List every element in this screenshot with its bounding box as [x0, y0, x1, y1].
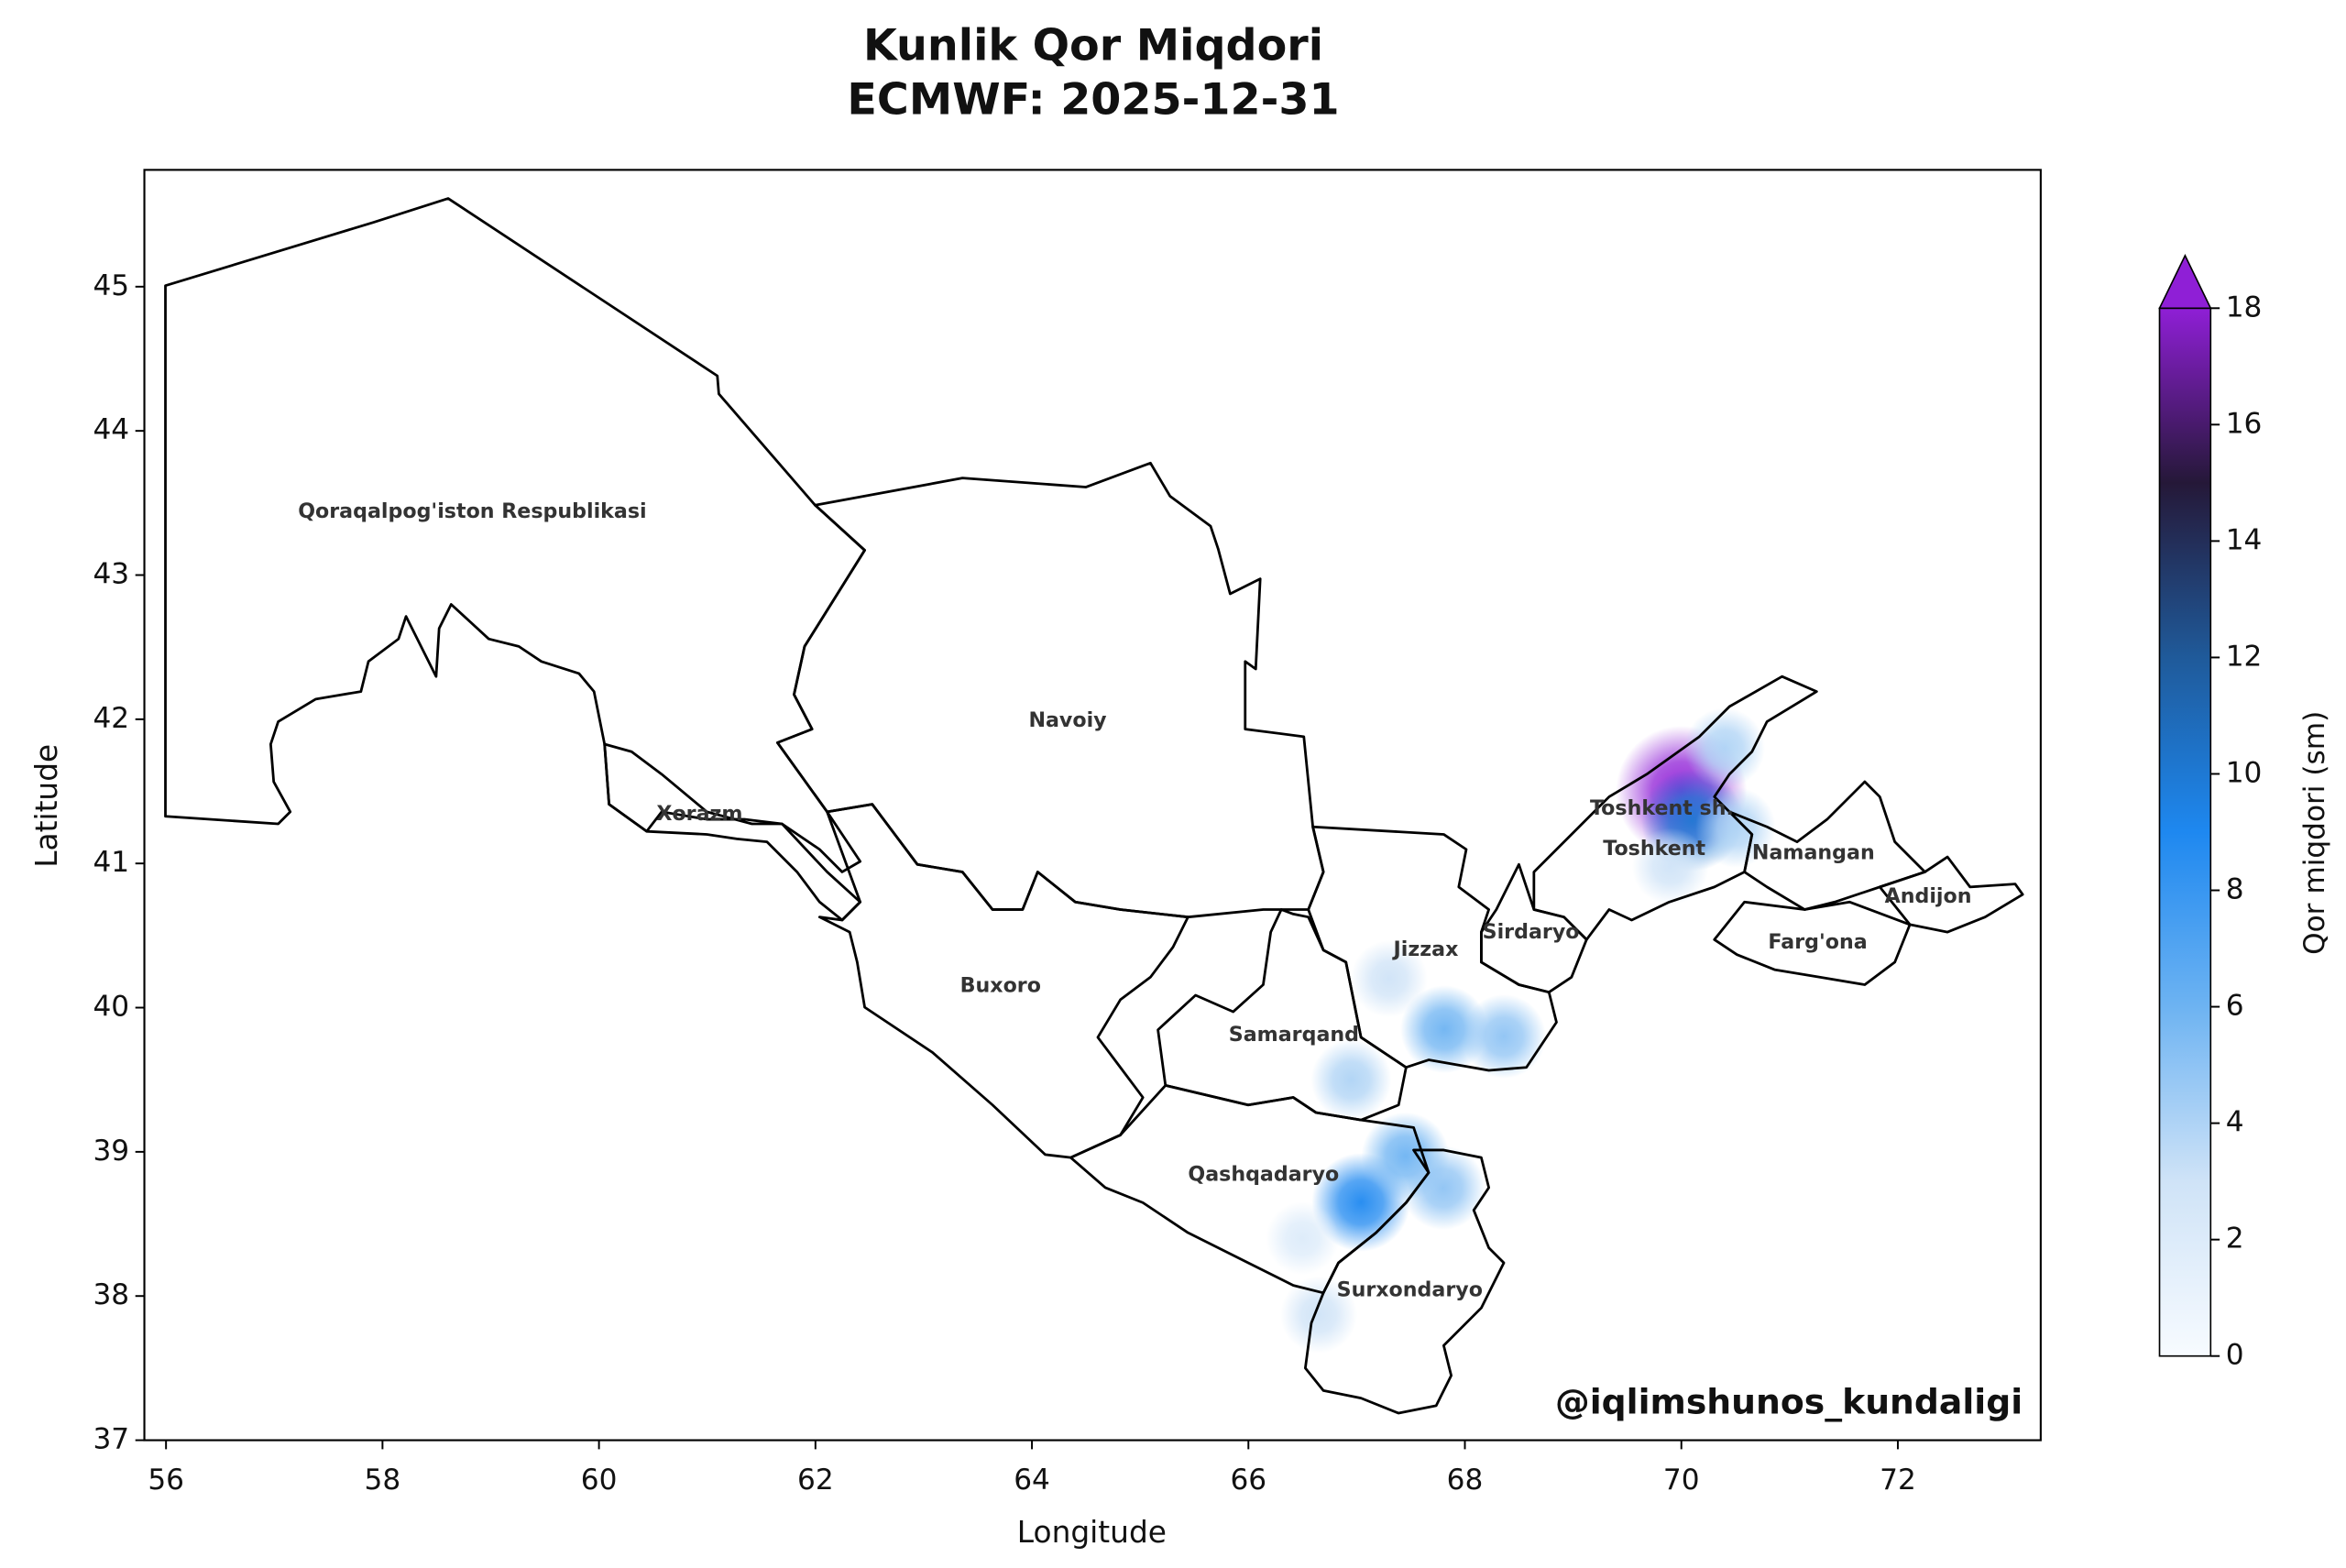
- snow-cell: [1266, 1201, 1340, 1276]
- region-label: Navoiy: [1028, 708, 1107, 732]
- snow-cell: [1462, 994, 1546, 1079]
- region-border: [603, 742, 862, 922]
- axes-frame: [143, 169, 2042, 1442]
- snow-cell: [1350, 940, 1428, 1018]
- region-border: [164, 197, 866, 873]
- x-tick-label: 56: [148, 1464, 184, 1497]
- x-tick-label: 60: [581, 1464, 618, 1497]
- region-border: [1532, 674, 1818, 941]
- snow-cell: [1684, 707, 1765, 789]
- x-tick-label: 72: [1880, 1464, 1916, 1497]
- region-label: Surxondaryo: [1337, 1277, 1483, 1301]
- y-tick-label: 40: [93, 991, 129, 1024]
- snow-cell: [1400, 1146, 1485, 1231]
- colorbar-tick-label: 12: [2226, 640, 2263, 673]
- region-label: Toshkent sh.: [1590, 796, 1734, 820]
- colorbar: 0 2 4 6 8 10 12 14 16 18: [2158, 254, 2263, 1372]
- colorbar-label: Qor miqdori (sm): [2298, 711, 2331, 955]
- region-label: Buxoro: [960, 973, 1041, 997]
- colorbar-body: [2158, 307, 2212, 1357]
- y-tick-label: 39: [93, 1135, 129, 1168]
- snow-cell: [1280, 1276, 1358, 1354]
- x-tick-label: 58: [365, 1464, 401, 1497]
- snow-cell: [1310, 1039, 1392, 1121]
- snow-cell: [1694, 786, 1776, 868]
- colorbar-tick-label: 0: [2226, 1339, 2244, 1372]
- region-label: Andijon: [1885, 884, 1972, 908]
- x-tick-label: 64: [1014, 1464, 1050, 1497]
- region-label: Samarqand: [1229, 1023, 1359, 1047]
- y-tick-label: 41: [93, 846, 129, 879]
- chart-subtitle: ECMWF: 2025-12-31: [847, 75, 1339, 126]
- chart-title: Kunlik Qor Miqdori: [863, 20, 1323, 71]
- region-label: Xorazm: [656, 802, 742, 826]
- region-label: Toshkent: [1603, 837, 1705, 861]
- region-label: Qoraqalpog'iston Respublikasi: [298, 499, 646, 523]
- x-tick-label: 70: [1663, 1464, 1700, 1497]
- region-border: [1878, 855, 2024, 934]
- x-tick-label: 68: [1447, 1464, 1484, 1497]
- region-borders: [164, 197, 2024, 1415]
- region-border: [1713, 900, 1912, 986]
- x-tick-label: 66: [1230, 1464, 1266, 1497]
- region-label: Jizzax: [1392, 938, 1459, 961]
- colorbar-tick-label: 16: [2226, 407, 2263, 440]
- y-tick-label: 45: [93, 269, 129, 302]
- region-border: [776, 461, 1325, 919]
- x-tick-label: 62: [797, 1464, 834, 1497]
- region-label: Farg'ona: [1768, 930, 1867, 954]
- region-label: Qashqadaryo: [1188, 1163, 1339, 1187]
- y-tick-label: 42: [93, 702, 129, 735]
- region-label: Sirdaryo: [1483, 920, 1580, 944]
- colorbar-tick-label: 2: [2226, 1223, 2244, 1255]
- y-tick-label: 44: [93, 413, 129, 446]
- region-border: [1304, 1148, 1506, 1415]
- x-axis-label: Longitude: [1017, 1515, 1167, 1550]
- y-tick-label: 38: [93, 1278, 129, 1311]
- colorbar-tick-label: 14: [2226, 523, 2263, 556]
- snow-layer: [1266, 707, 1776, 1354]
- colorbar-tick-label: 8: [2226, 873, 2244, 906]
- colorbar-tick-label: 10: [2226, 756, 2263, 789]
- colorbar-tick-label: 4: [2226, 1106, 2244, 1139]
- y-tick-label: 37: [93, 1423, 129, 1456]
- colorbar-tick-label: 18: [2226, 291, 2263, 323]
- watermark: @iqlimshunos_kundaligi: [1555, 1382, 2023, 1422]
- region-label: Namangan: [1752, 841, 1875, 865]
- region-border: [817, 803, 1189, 1159]
- snow-cell: [1631, 828, 1709, 905]
- colorbar-extend: [2158, 254, 2212, 310]
- colorbar-tick-label: 6: [2226, 990, 2244, 1023]
- y-tick-label: 43: [93, 558, 129, 591]
- y-axis-label: Latitude: [29, 744, 64, 868]
